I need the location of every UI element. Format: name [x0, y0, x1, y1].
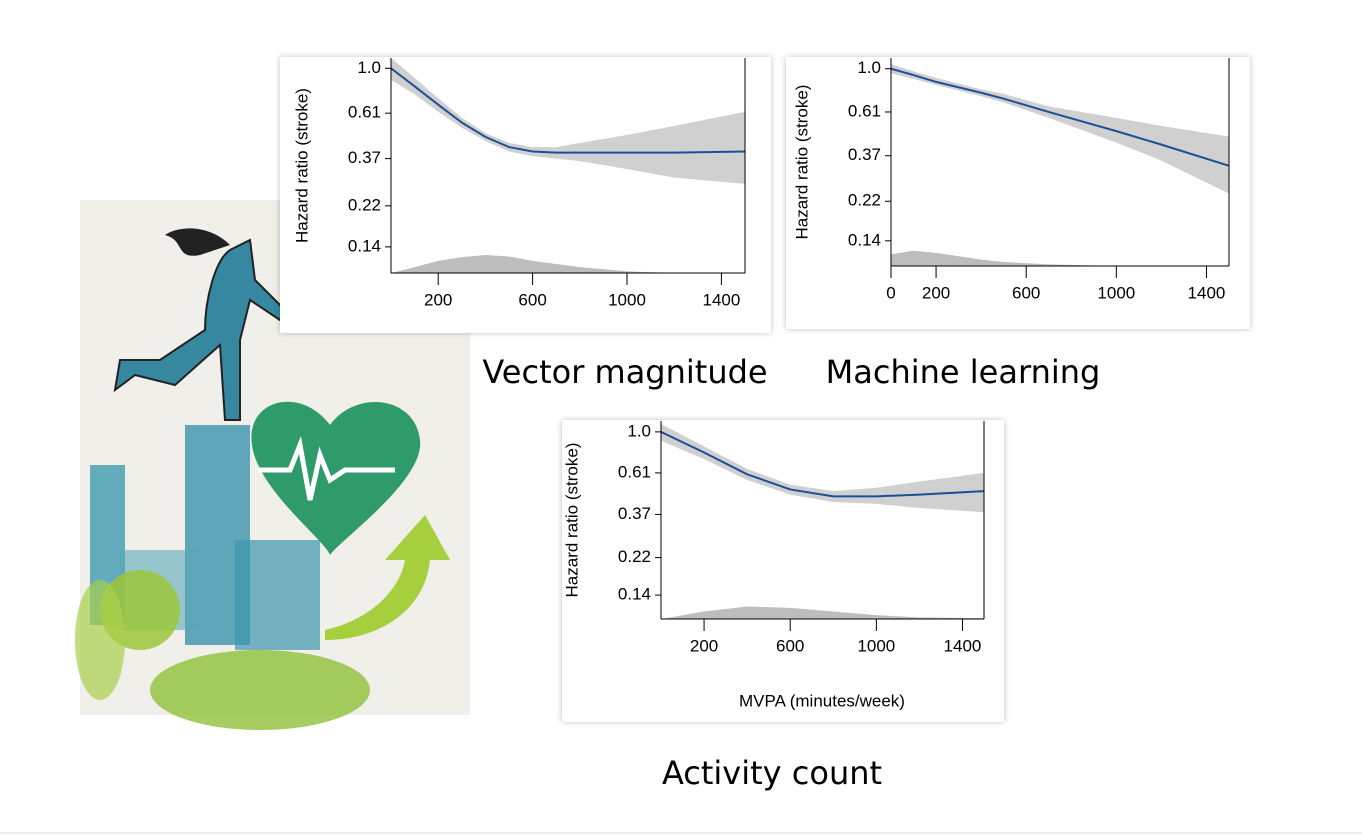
x-tick-label: 200 — [424, 290, 452, 309]
y-axis-label: Hazard ratio (stroke) — [562, 443, 581, 598]
y-tick-label: 1.0 — [357, 58, 381, 77]
y-tick-label: 1.0 — [857, 58, 881, 77]
y-tick-label: 0.37 — [848, 145, 881, 164]
building — [235, 540, 320, 650]
heartbeat — [258, 436, 395, 501]
confidence-band — [661, 423, 984, 513]
y-tick-label: 0.14 — [618, 585, 651, 604]
chart-caption: Machine learning — [826, 353, 1101, 391]
x-tick-label: 1400 — [944, 636, 982, 655]
y-tick-label: 0.22 — [848, 191, 881, 210]
y-tick-label: 0.61 — [848, 101, 881, 120]
y-tick-label: 0.14 — [348, 236, 381, 255]
chart: 1.0 0.61 0.37 0.22 0.14 0 200 600 1000 1400 Hazard… — [786, 57, 1250, 391]
estimate-line — [391, 67, 745, 154]
x-tick-label: 1000 — [608, 290, 646, 309]
confidence-band — [891, 64, 1229, 194]
bush — [75, 580, 125, 700]
bush — [150, 650, 370, 730]
x-tick-label: 1400 — [1188, 283, 1226, 302]
plot-area — [891, 64, 1229, 266]
y-tick-label: 0.37 — [348, 148, 381, 167]
x-tick-label: 200 — [690, 636, 718, 655]
estimate-line — [891, 67, 1229, 167]
y-tick-label: 0.22 — [618, 547, 651, 566]
arrow — [325, 515, 450, 640]
chart-caption: Vector magnitude — [482, 353, 767, 391]
estimate-line — [661, 430, 984, 498]
x-tick-label: 200 — [922, 283, 950, 302]
y-tick-label: 0.61 — [618, 462, 651, 481]
runner — [113, 238, 287, 421]
density-area — [391, 255, 745, 273]
chart: 1.0 0.61 0.37 0.22 0.14 200 600 1000 1400 Hazard … — [562, 420, 1004, 792]
y-tick-label: 0.22 — [348, 195, 381, 214]
chart: 1.0 0.61 0.37 0.22 0.14 200 600 1000 1400 Hazard … — [280, 57, 771, 391]
chart-panel — [280, 57, 771, 333]
y-axis-label: Hazard ratio (stroke) — [792, 85, 811, 240]
y-tick-label: 1.0 — [627, 421, 651, 440]
x-tick-label: 0 — [886, 283, 895, 302]
x-tick-label: 600 — [518, 290, 546, 309]
density-area — [891, 250, 1229, 266]
y-axis-label: Hazard ratio (stroke) — [292, 88, 311, 243]
chart-panel — [562, 420, 1004, 722]
y-tick-label: 0.37 — [618, 504, 651, 523]
density-area — [661, 606, 984, 619]
plot-area — [391, 58, 745, 273]
y-tick-label: 0.14 — [848, 230, 881, 249]
x-tick-label: 600 — [776, 636, 804, 655]
x-tick-label: 600 — [1012, 283, 1040, 302]
x-axis-label: MVPA (minutes/week) — [739, 691, 905, 710]
plot-area — [661, 423, 984, 619]
y-tick-label: 0.61 — [348, 103, 381, 122]
hair — [165, 228, 230, 256]
x-tick-label: 1400 — [702, 290, 740, 309]
x-tick-label: 1000 — [857, 636, 895, 655]
x-tick-label: 1000 — [1097, 283, 1135, 302]
chart-caption: Activity count — [662, 754, 882, 792]
